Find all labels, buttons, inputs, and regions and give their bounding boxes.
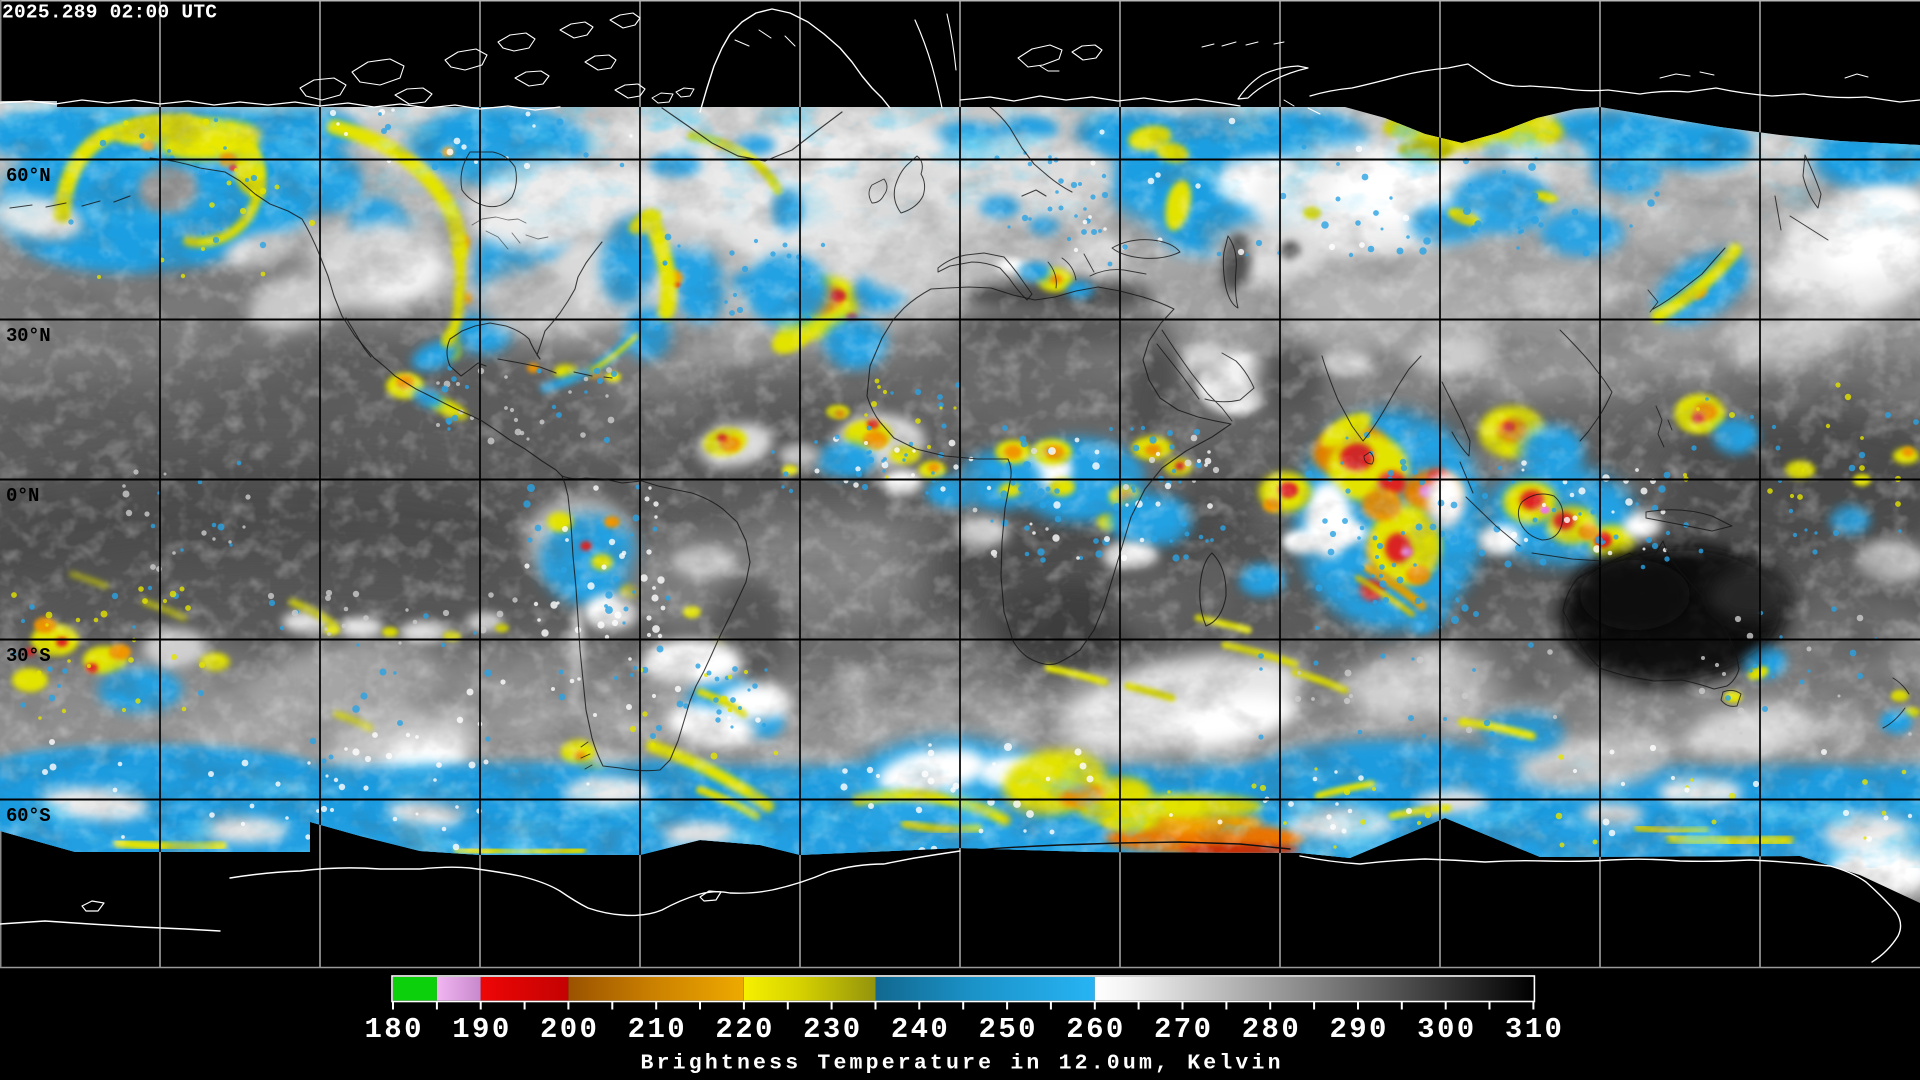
svg-text:270: 270 bbox=[1154, 1013, 1211, 1046]
svg-text:200: 200 bbox=[540, 1013, 597, 1046]
svg-text:250: 250 bbox=[979, 1013, 1036, 1046]
svg-text:0°N: 0°N bbox=[6, 485, 39, 507]
svg-text:60°N: 60°N bbox=[6, 165, 51, 187]
svg-text:190: 190 bbox=[452, 1013, 509, 1046]
svg-text:280: 280 bbox=[1242, 1013, 1299, 1046]
svg-text:60°S: 60°S bbox=[6, 805, 51, 827]
svg-text:260: 260 bbox=[1066, 1013, 1123, 1046]
svg-text:30°N: 30°N bbox=[6, 325, 51, 347]
svg-text:180: 180 bbox=[365, 1013, 422, 1046]
svg-text:30°S: 30°S bbox=[6, 645, 51, 667]
svg-text:310: 310 bbox=[1505, 1013, 1562, 1046]
svg-text:290: 290 bbox=[1329, 1013, 1386, 1046]
svg-text:220: 220 bbox=[715, 1013, 772, 1046]
svg-text:230: 230 bbox=[803, 1013, 860, 1046]
svg-text:210: 210 bbox=[628, 1013, 685, 1046]
svg-text:240: 240 bbox=[891, 1013, 948, 1046]
svg-text:2025.289 02:00 UTC: 2025.289 02:00 UTC bbox=[2, 2, 217, 24]
svg-text:300: 300 bbox=[1417, 1013, 1474, 1046]
